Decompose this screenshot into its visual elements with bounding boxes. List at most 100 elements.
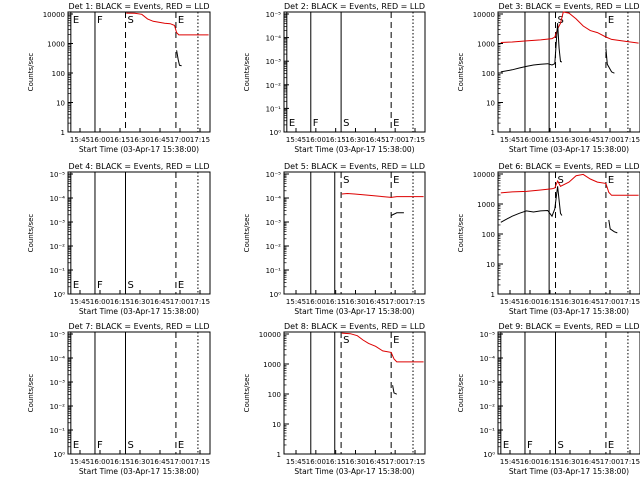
series-line [500, 23, 563, 73]
x-tick-label: 16:15 [110, 458, 130, 466]
x-tick-label: 16:15 [110, 136, 130, 144]
plot-frame [283, 11, 426, 133]
x-tick-label: 16:15 [540, 136, 560, 144]
x-tick-label: 17:15 [405, 136, 425, 144]
plot-frame [67, 171, 211, 295]
y-tick-label: 10⁻⁴ [50, 195, 66, 203]
marker-label: E [178, 440, 184, 451]
y-axis-label: Counts/sec [27, 374, 35, 413]
panel-title: Det 5: BLACK = Events, RED = LLD [284, 162, 425, 171]
marker-label: E [73, 15, 79, 26]
x-axis-label: Start Time (03-Apr-17 15:38:00) [294, 467, 414, 476]
x-tick-label: 17:15 [620, 458, 640, 466]
x-tick-label: 16:15 [110, 298, 130, 306]
series-line [341, 332, 424, 363]
y-tick-label: 10⁻² [266, 243, 282, 251]
y-tick-label: 10⁻⁴ [266, 195, 282, 203]
y-tick-label: 10⁻² [266, 82, 282, 90]
y-tick-label: 100 [52, 70, 65, 78]
y-tick-label: 10 [486, 100, 495, 108]
y-tick-label: 10 [486, 261, 495, 269]
panel-det-6: Det 6: BLACK = Events, RED = LLD 1 10 100 10… [457, 162, 640, 316]
plot-frame [497, 171, 640, 295]
x-tick-label: 15:45 [286, 458, 306, 466]
y-tick-label: 10⁻³ [50, 379, 66, 387]
x-tick-label: 16:45 [150, 136, 170, 144]
x-tick-label: 16:30 [130, 298, 150, 306]
y-tick-label: 1 [61, 129, 65, 137]
panel-title: Det 6: BLACK = Events, RED = LLD [499, 162, 640, 171]
x-tick-label: 16:30 [345, 136, 365, 144]
x-tick-label: 16:00 [520, 458, 540, 466]
panel-title: Det 1: BLACK = Events, RED = LLD [69, 2, 210, 11]
x-tick-label: 15:45 [500, 136, 520, 144]
x-tick-label: 16:45 [365, 136, 385, 144]
x-tick-label: 16:00 [520, 298, 540, 306]
marker-label: F [97, 440, 103, 451]
y-axis-label: Counts/sec [457, 53, 465, 92]
marker-label: S [343, 335, 349, 346]
y-axis-label: Counts/sec [27, 214, 35, 253]
x-tick-label: 16:45 [365, 458, 385, 466]
marker-label: E [393, 335, 399, 346]
panel-det-9: Det 9: BLACK = Events, RED = LLD 10⁰ 10⁻¹ 1… [457, 322, 640, 476]
marker-label: E [393, 118, 399, 129]
x-tick-label: 17:15 [620, 298, 640, 306]
x-tick-label: 16:45 [580, 136, 600, 144]
x-tick-label: 15:45 [286, 298, 306, 306]
plot-frame [283, 171, 426, 295]
x-tick-label: 17:00 [170, 458, 190, 466]
x-tick-label: 16:30 [560, 458, 580, 466]
marker-label: S [128, 280, 134, 291]
marker-label: E [178, 15, 184, 26]
series-line [500, 11, 639, 44]
marker-label: E [393, 175, 399, 186]
panel-title: Det 9: BLACK = Events, RED = LLD [499, 322, 640, 331]
plot-frame [283, 331, 426, 455]
x-tick-label: 16:30 [130, 136, 150, 144]
y-tick-label: 1000 [263, 361, 281, 369]
x-tick-label: 17:00 [385, 298, 405, 306]
x-tick-label: 15:45 [70, 298, 90, 306]
x-tick-label: 17:00 [600, 136, 620, 144]
series-line [392, 385, 398, 395]
marker-label: E [289, 118, 295, 129]
marker-label: S [343, 175, 349, 186]
y-axis-label: Counts/sec [457, 374, 465, 413]
marker-label: E [73, 440, 79, 451]
x-tick-label: 16:15 [326, 136, 346, 144]
y-tick-label: 10⁻⁵ [480, 331, 496, 339]
panel-det-4: Det 4: BLACK = Events, RED = LLD 10⁰ 10⁻¹ 1… [27, 162, 211, 316]
y-tick-label: 1000 [47, 41, 65, 49]
x-axis-label: Start Time (03-Apr-17 15:38:00) [79, 145, 199, 154]
marker-label: E [608, 175, 614, 186]
series-line [126, 12, 209, 36]
x-tick-label: 16:15 [326, 458, 346, 466]
series-line [176, 50, 182, 67]
y-tick-label: 10⁻¹ [480, 427, 496, 435]
y-tick-label: 100 [482, 70, 495, 78]
y-tick-label: 10⁻⁵ [50, 331, 66, 339]
x-tick-label: 15:45 [70, 136, 90, 144]
x-tick-label: 15:45 [500, 298, 520, 306]
x-tick-label: 16:00 [306, 298, 326, 306]
y-axis-label: Counts/sec [243, 374, 251, 413]
y-tick-label: 10⁻⁴ [50, 355, 66, 363]
y-tick-label: 10⁻² [50, 403, 66, 411]
y-tick-label: 1 [491, 129, 495, 137]
y-tick-label: 10 [56, 100, 65, 108]
x-tick-label: 16:15 [540, 298, 560, 306]
y-tick-label: 10 [272, 421, 281, 429]
x-tick-label: 17:15 [405, 298, 425, 306]
x-axis-label: Start Time (03-Apr-17 15:38:00) [79, 467, 199, 476]
y-tick-label: 10⁰ [53, 291, 65, 299]
y-tick-label: 10⁰ [53, 451, 65, 459]
y-tick-label: 10⁻¹ [50, 267, 66, 275]
y-tick-label: 10⁻¹ [50, 427, 66, 435]
marker-label: E [178, 280, 184, 291]
marker-label: S [558, 175, 564, 186]
x-tick-label: 16:15 [540, 458, 560, 466]
x-tick-label: 15:45 [70, 458, 90, 466]
x-tick-label: 16:00 [90, 298, 110, 306]
